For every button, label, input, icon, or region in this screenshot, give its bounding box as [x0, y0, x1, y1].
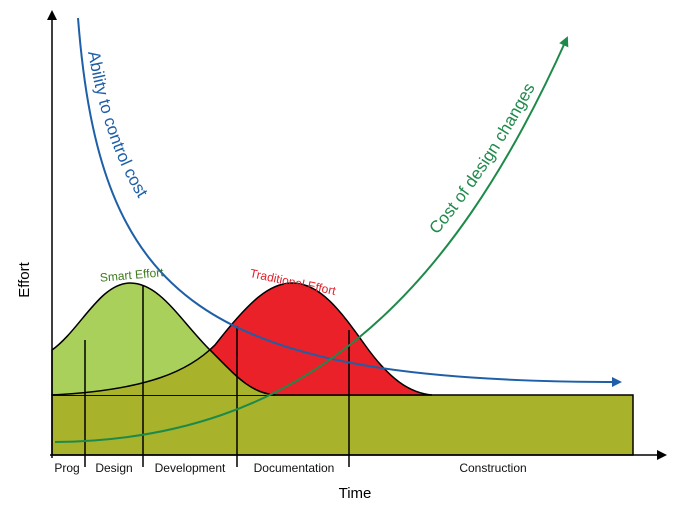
- smart-edge: [209, 349, 276, 396]
- phase-dividers: [84, 286, 350, 467]
- construction-effort: [51, 394, 634, 456]
- control-curve: [77, 17, 622, 387]
- smart-label: Smart Effort: [99, 265, 164, 285]
- phase-label: Construction: [459, 461, 526, 475]
- y-label: Effort: [16, 261, 33, 297]
- phase-label: Design: [95, 461, 132, 475]
- control-label-text: Ability to control cost: [84, 49, 152, 201]
- cost-curve: [54, 36, 569, 443]
- phase-label: Prog: [54, 461, 79, 475]
- control-label: Ability to control cost: [84, 49, 152, 201]
- phase-label: Documentation: [254, 461, 335, 475]
- phase-label: Development: [155, 461, 226, 475]
- cost-label: Cost of design changes: [425, 80, 538, 238]
- cost-label-text: Cost of design changes: [425, 80, 538, 238]
- x-label: Time: [339, 485, 372, 502]
